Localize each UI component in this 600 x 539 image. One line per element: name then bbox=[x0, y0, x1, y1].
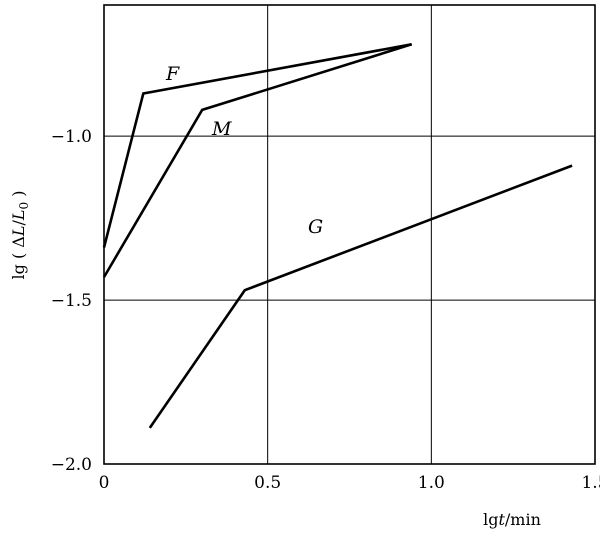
series-line-G bbox=[148, 164, 573, 429]
y-tick-label: −1.0 bbox=[51, 127, 92, 147]
series-label-F: F bbox=[165, 63, 180, 85]
series-line-F bbox=[102, 43, 412, 248]
x-tick-label: 0 bbox=[99, 473, 110, 493]
x-axis-label: lgt/min bbox=[483, 510, 541, 529]
series-label-M: M bbox=[211, 118, 232, 140]
x-tick-labels: 0 0.5 1.0 1.5 bbox=[99, 473, 600, 493]
y-axis-label: lg ( ΔL/L0 ) bbox=[9, 191, 31, 280]
plot-frame bbox=[103, 4, 596, 465]
x-tick-label: 1.0 bbox=[418, 473, 445, 493]
series-label-G: G bbox=[308, 216, 323, 238]
series-labels: F M G bbox=[165, 63, 323, 238]
x-tick-label: 1.5 bbox=[581, 473, 600, 493]
y-tick-label: −1.5 bbox=[51, 291, 92, 311]
x-tick-label: 0.5 bbox=[254, 473, 281, 493]
y-tick-labels: −1.0 −1.5 −2.0 bbox=[51, 127, 92, 475]
series-group bbox=[102, 43, 573, 429]
series-line-M bbox=[102, 43, 413, 278]
y-tick-label: −2.0 bbox=[51, 455, 92, 475]
